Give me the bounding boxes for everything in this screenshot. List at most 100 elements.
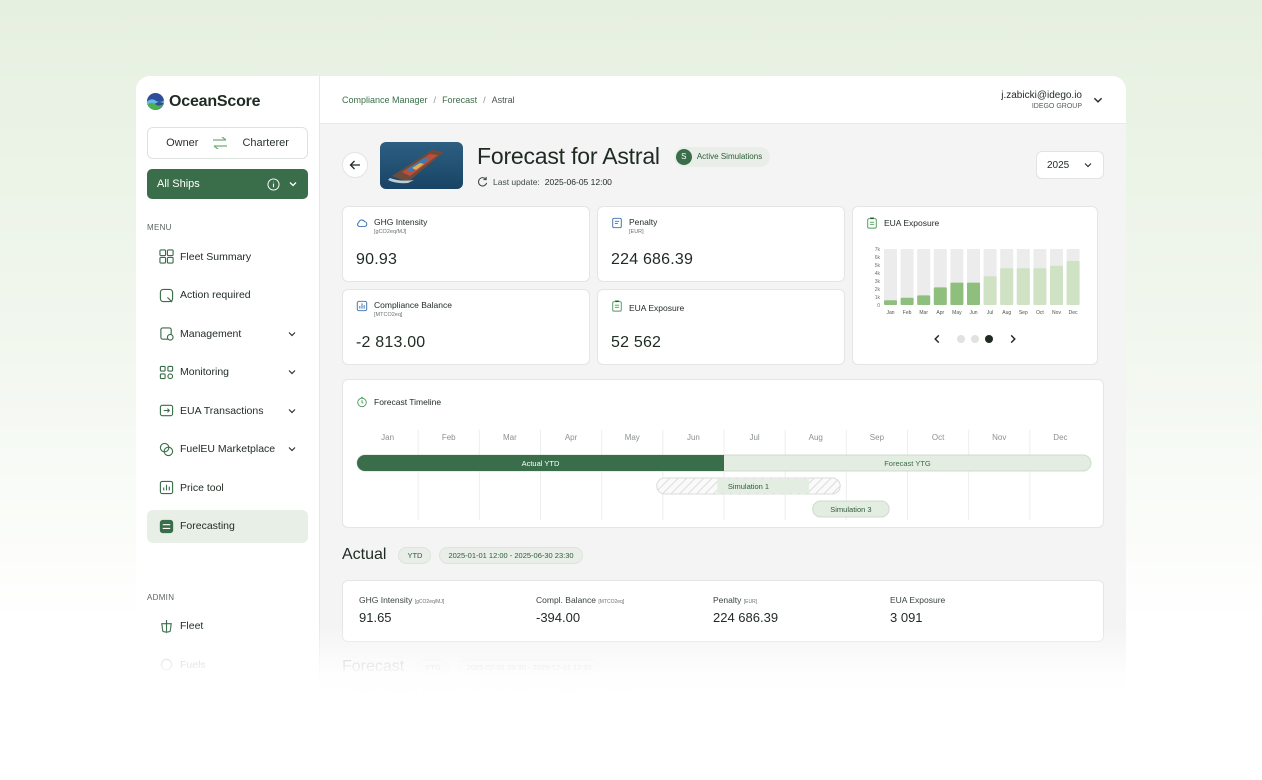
metric-name: EUA Exposure xyxy=(629,303,685,313)
brand-name: OceanScore xyxy=(169,92,261,110)
y-tick-label: 0 xyxy=(877,303,880,309)
bar-jan[interactable] xyxy=(884,300,897,305)
timeline-month: Jan xyxy=(381,433,394,442)
forecast-description: Displays remaining year metrics using fo… xyxy=(342,684,639,694)
chevron-down-icon xyxy=(288,370,296,375)
x-tick-label: Aug xyxy=(1002,310,1011,316)
chevron-down-icon xyxy=(288,331,296,336)
bar-background xyxy=(900,249,914,305)
sidebar-item-fleet[interactable]: Fleet xyxy=(147,610,308,643)
user-email: j.zabicki@idego.io xyxy=(1001,89,1082,101)
forecast-range: 2025-07-01 23:30 - 2025-12-31 12:32 xyxy=(457,658,601,676)
document-icon xyxy=(612,217,622,229)
sidebar-item-management[interactable]: Management xyxy=(147,317,308,350)
user-menu[interactable]: j.zabicki@idego.io IDEGO GROUP xyxy=(1001,90,1082,110)
actual-stat-balance: Compl. Balance [MTCO2eq] -394.00 xyxy=(536,595,713,627)
bar-jun[interactable] xyxy=(967,282,980,305)
stat-value: 224 686.39 xyxy=(713,610,779,625)
stat-value: 3 091 xyxy=(890,610,923,625)
grid-icon xyxy=(158,249,174,265)
info-icon[interactable] xyxy=(267,177,280,191)
x-tick-label: Feb xyxy=(903,310,912,316)
chevron-left-icon[interactable] xyxy=(931,333,943,345)
sidebar-item-label: Forecasting xyxy=(180,520,235,532)
y-tick-label: 6k xyxy=(875,255,881,261)
actual-header: Actual YTD 2025-01-01 12:00 - 2025-06-30… xyxy=(342,546,1104,564)
ship-thumbnail xyxy=(380,141,463,189)
active-simulations-badge[interactable]: S Active Simulations xyxy=(673,146,771,167)
breadcrumb-forecast[interactable]: Forecast xyxy=(442,94,478,105)
bar-aug[interactable] xyxy=(1000,268,1014,305)
pager-dot[interactable] xyxy=(957,335,965,343)
timeline-month: Mar xyxy=(503,433,517,442)
topbar: Compliance Manager / Forecast / Astral j… xyxy=(320,76,1126,124)
bar-mar[interactable] xyxy=(917,295,931,305)
bar-dec[interactable] xyxy=(1066,261,1080,305)
sidebar-item-action-required[interactable]: Action required xyxy=(147,279,308,312)
eua-exposure-chart: 7k 6k 5k 4k 3k 2k 1k 0 Jan Feb Mar Apr May Jun Jul Aug S… xyxy=(875,247,1080,316)
refresh-icon[interactable] xyxy=(477,176,488,187)
oceanscore-logo-icon xyxy=(146,92,165,111)
sidebar-item-price-tool[interactable]: Price tool xyxy=(147,471,308,504)
app-window: OceanScore Owner Charterer All Ships MEN… xyxy=(136,76,1126,696)
forecast-header: Forecast YTG 2025-07-01 23:30 - 2025-12-… xyxy=(342,658,1104,676)
logo[interactable]: OceanScore xyxy=(146,92,308,111)
simulation-3-bar[interactable] xyxy=(812,500,890,518)
actual-stat-ghg: GHG Intensity [gCO2eq/MJ] 91.65 xyxy=(359,595,536,627)
bar-jul[interactable] xyxy=(983,276,997,305)
sidebar-item-fuels[interactable]: Fuels xyxy=(147,648,308,681)
pager-dot[interactable] xyxy=(971,335,979,343)
role-charterer[interactable]: Charterer xyxy=(242,137,289,149)
title-block: Forecast for Astral S Active Simulations… xyxy=(477,143,771,187)
metric-card-penalty: Penalty [EUR] 224 686.39 xyxy=(597,206,845,282)
price-icon xyxy=(158,480,174,496)
sidebar-item-forecasting[interactable]: Forecasting xyxy=(147,509,308,543)
pager-dot-active[interactable] xyxy=(985,335,993,343)
metric-value: 224 686.39 xyxy=(611,251,694,268)
sidebar-item-eua-transactions[interactable]: EUA Transactions xyxy=(147,394,308,427)
sidebar-item-monitoring[interactable]: Monitoring xyxy=(147,356,308,389)
simulation-1-fill xyxy=(717,479,810,493)
monitoring-icon xyxy=(158,364,174,380)
stat-name: Penalty xyxy=(713,595,742,605)
stat-name: GHG Intensity xyxy=(359,595,413,605)
breadcrumb-separator: / xyxy=(433,94,437,105)
bar-apr[interactable] xyxy=(933,287,947,305)
x-tick-label: Jan xyxy=(886,310,894,316)
actual-ytd-bar[interactable] xyxy=(357,455,724,471)
timeline-month: Apr xyxy=(565,433,578,442)
sidebar-item-fleet-summary[interactable]: Fleet Summary xyxy=(147,240,308,273)
chevron-right-icon[interactable] xyxy=(1007,333,1019,345)
x-tick-label: Nov xyxy=(1052,310,1061,316)
sidebar-item-fueleu-marketplace[interactable]: FuelEU Marketplace xyxy=(147,433,308,466)
chevron-down-icon[interactable] xyxy=(1092,94,1104,106)
last-update-label: Last update: xyxy=(493,176,540,187)
bar-oct[interactable] xyxy=(1033,268,1047,305)
year-select[interactable]: 2025 xyxy=(1036,151,1104,179)
forecasting-icon xyxy=(158,518,174,534)
metric-unit: [gCO2eq/MJ] xyxy=(374,229,407,235)
bar-feb[interactable] xyxy=(900,297,914,305)
page-header: Forecast for Astral S Active Simulations… xyxy=(342,140,1104,190)
metric-card-ghg: GHG Intensity [gCO2eq/MJ] 90.93 xyxy=(342,206,590,282)
timeline-month: May xyxy=(625,433,640,442)
stat-value: -394.00 xyxy=(536,610,581,625)
bar-nov[interactable] xyxy=(1050,265,1063,305)
chevron-down-icon xyxy=(1084,163,1092,168)
actual-tag: YTD xyxy=(398,546,432,564)
role-owner[interactable]: Owner xyxy=(166,137,199,149)
chart-pager xyxy=(866,333,1084,345)
y-tick-label: 7k xyxy=(875,247,881,253)
breadcrumb-compliance-manager[interactable]: Compliance Manager xyxy=(342,94,428,105)
role-switch[interactable]: Owner Charterer xyxy=(147,127,308,159)
bar-sep[interactable] xyxy=(1016,268,1030,305)
year-value: 2025 xyxy=(1047,159,1070,171)
x-tick-label: Apr xyxy=(936,310,944,316)
forecast-timeline-card: Forecast Timeline Jan Feb Mar Apr May Jun Jul A… xyxy=(342,379,1104,528)
sidebar-item-label: Monitoring xyxy=(180,366,230,378)
bar-may[interactable] xyxy=(950,282,964,305)
back-button[interactable] xyxy=(342,152,368,178)
admin-title: ADMIN xyxy=(147,592,175,602)
clipboard-icon xyxy=(612,300,622,312)
ship-select[interactable]: All Ships xyxy=(147,169,308,199)
